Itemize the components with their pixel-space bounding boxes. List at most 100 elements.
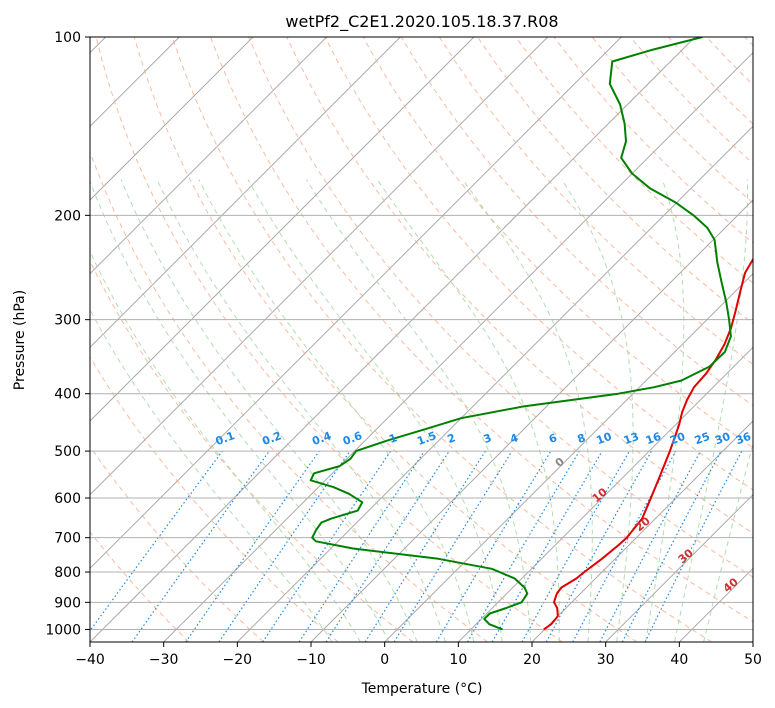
dry-adiabats	[90, 37, 753, 642]
isotherm-line	[90, 37, 254, 201]
mixing-ratio-label: 1	[387, 431, 399, 446]
dry-adiabat-line	[90, 356, 339, 642]
dry-adiabat-line	[90, 531, 190, 642]
x-tick-label: 20	[523, 652, 541, 668]
x-tick-label: −10	[296, 652, 326, 668]
y-tick-label: 100	[54, 30, 81, 46]
moist-adiabat-line	[90, 180, 390, 642]
mixing-ratio-label: 0.2	[260, 429, 283, 448]
moist-adiabat-line	[645, 179, 685, 642]
y-tick-label: 600	[54, 491, 81, 507]
isotherm-line	[90, 37, 401, 349]
mixing-ratio-line	[131, 450, 270, 642]
isotherm-line	[163, 51, 753, 642]
moist-adiabat-line	[462, 179, 593, 642]
moist-adiabat-line	[90, 308, 333, 642]
dry-adiabat-line	[553, 37, 753, 244]
isotherm-line	[90, 37, 622, 570]
dry-adiabat-line	[286, 37, 753, 534]
dry-adiabat-line	[744, 37, 753, 47]
mixing-ratio-labels: 0.1 0.2 0.4 0.6 1 1.5 2 3 4 6 8 10 13 16 20 25 30 36	[214, 429, 753, 448]
moist-adiabat-line	[156, 179, 446, 642]
moist-adiabat-label: 10	[590, 485, 610, 505]
y-tick-label: 400	[54, 387, 81, 403]
isotherm-line	[90, 37, 696, 642]
mixing-ratio-lines	[90, 450, 743, 642]
mixing-ratio-label: 8	[576, 431, 588, 446]
mixing-ratio-line	[185, 450, 320, 642]
moist-adiabat-label: 30	[676, 546, 696, 566]
x-tick-label: 30	[597, 652, 615, 668]
mixing-ratio-label: 10	[595, 430, 614, 448]
isotherm-line	[384, 272, 753, 642]
mixing-ratio-line	[298, 450, 425, 642]
dry-adiabat-line	[706, 37, 753, 86]
mixing-ratio-line	[435, 450, 552, 642]
plot-frame	[89, 36, 754, 643]
x-tick-label: 50	[744, 652, 762, 668]
isotherm-line	[90, 37, 475, 422]
isotherm-grid	[90, 37, 753, 642]
y-axis-title: Pressure (hPa)	[12, 290, 28, 390]
isotherm-line	[605, 493, 753, 642]
moist-adiabat-label: 20	[633, 514, 653, 534]
mixing-ratio-label: 16	[644, 430, 663, 448]
mixing-ratio-label: 20	[668, 430, 687, 448]
moist-adiabat-line	[90, 250, 361, 642]
chart-title: wetPf2_C2E1.2020.105.18.37.R08	[285, 12, 558, 32]
mixing-ratio-label: 6	[547, 431, 559, 446]
mixing-ratio-line	[644, 450, 743, 642]
moist-adiabat-label: 40	[721, 575, 741, 595]
x-axis: −40 −30 −20 −10 0 10 20 30 40 50	[75, 642, 762, 668]
x-tick-label: −40	[75, 652, 105, 668]
isotherm-line	[90, 37, 328, 275]
mixing-ratio-line	[364, 450, 486, 642]
mixing-ratio-label: 1.5	[415, 429, 438, 448]
isotherm-line	[236, 125, 753, 642]
y-tick-label: 900	[54, 595, 81, 611]
x-tick-label: −20	[223, 652, 253, 668]
x-tick-label: −30	[149, 652, 179, 668]
x-tick-label: 0	[380, 652, 389, 668]
mixing-ratio-label: 0.4	[310, 429, 333, 448]
isotherm-line	[752, 641, 753, 642]
isotherm-line	[90, 37, 549, 496]
dry-adiabat-line	[515, 37, 753, 284]
dry-adiabat-line	[210, 37, 753, 623]
x-axis-title: Temperature (°C)	[361, 681, 483, 697]
dry-adiabat-line	[248, 37, 753, 578]
mixing-ratio-label: 25	[693, 430, 712, 447]
mixing-ratio-line	[393, 450, 513, 642]
dewpoint-profile	[309, 37, 732, 631]
sounding-series	[309, 37, 753, 631]
y-tick-label: 800	[54, 565, 81, 581]
moist-adiabats	[90, 179, 753, 642]
mixing-ratio-label: 4	[508, 431, 520, 446]
moist-adiabat-line	[376, 179, 560, 642]
x-tick-label: 40	[670, 652, 688, 668]
moist-adiabat-line	[120, 179, 418, 642]
moist-adiabat-line	[561, 179, 634, 642]
mixing-ratio-line	[325, 450, 450, 642]
mixing-ratio-label: 0.1	[214, 429, 237, 448]
moist-adiabat-line	[247, 179, 503, 642]
mixing-ratio-label: 13	[622, 430, 641, 447]
mixing-ratio-label: 36	[734, 430, 753, 448]
y-tick-label: 700	[54, 531, 81, 547]
y-tick-label: 300	[54, 313, 81, 329]
isotherm-line	[457, 346, 753, 642]
dry-adiabat-line	[90, 150, 488, 642]
mixing-ratio-label: 3	[482, 431, 494, 446]
dry-adiabat-line	[95, 37, 563, 642]
pressure-gridlines	[90, 37, 753, 630]
y-tick-label: 1000	[45, 622, 81, 638]
dry-adiabat-line	[133, 37, 638, 642]
mixing-ratio-label: 30	[713, 430, 732, 448]
dry-adiabat-line	[90, 259, 414, 642]
y-tick-label: 200	[54, 208, 81, 224]
mixing-ratio-line	[262, 450, 392, 642]
dry-adiabat-line	[438, 37, 753, 366]
mixing-ratio-label: 0.6	[341, 429, 364, 448]
mixing-ratio-line	[90, 450, 223, 632]
y-axis: 1000 900 800 700 600 500 400 300 200 100	[45, 30, 90, 638]
